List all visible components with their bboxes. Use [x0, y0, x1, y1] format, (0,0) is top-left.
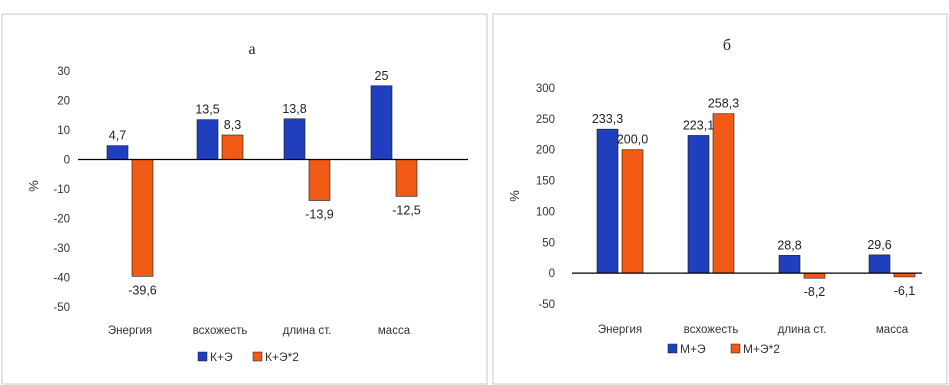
- bar-a-s1-c0: [131, 159, 154, 277]
- y-tick-label-a: -30: [53, 243, 70, 255]
- data-label-a-s1-c3: -12,5: [392, 203, 421, 217]
- legend-swatch-a-1: [252, 351, 263, 362]
- y-tick-label-b: 100: [536, 206, 555, 218]
- y-tick-label-b: 200: [536, 145, 555, 157]
- data-label-a-s1-c0: -39,6: [128, 283, 157, 297]
- chart-area-a: [1, 13, 488, 385]
- category-label-a: Энергия: [108, 325, 152, 337]
- y-tick-label-a: -40: [53, 273, 70, 285]
- category-label-a: масса: [378, 325, 411, 337]
- category-label-b: масса: [876, 324, 909, 336]
- y-tick-label-b: -50: [538, 299, 555, 311]
- data-label-a-s1-c1: 8,3: [224, 118, 241, 132]
- bar-a-s1-c2: [308, 159, 331, 201]
- data-label-a-s1-c2: -13,9: [305, 208, 334, 222]
- y-tick-label-b: 250: [536, 114, 555, 126]
- y-tick-label-a: 10: [57, 125, 70, 137]
- legend-label-b-0: М+Э: [680, 342, 706, 356]
- bar-b-s0-c2: [778, 255, 801, 274]
- chart-panel-b: б % 300 250 200 150 100 50 0 -50 233,3 223,1 28,8…: [492, 13, 948, 385]
- bar-b-s0-c1: [687, 135, 710, 274]
- category-label-a: всхожесть: [193, 325, 248, 337]
- legend-swatch-a-0: [197, 351, 208, 362]
- y-tick-label-b: 50: [542, 237, 555, 249]
- data-label-b-s0-c1: 223,1: [683, 118, 714, 132]
- y-tick-label-a: -50: [53, 302, 70, 314]
- bar-b-s1-c2: [803, 272, 826, 279]
- y-tick-label-a: 0: [64, 155, 70, 167]
- legend-label-b-1: М+Э*2: [743, 342, 780, 356]
- chart-title-a: а: [248, 41, 255, 58]
- data-label-b-s0-c2: 28,8: [777, 238, 801, 252]
- data-label-a-s0-c2: 13,8: [282, 102, 306, 116]
- category-label-b: Энергия: [598, 324, 642, 336]
- bar-a-s0-c3: [370, 85, 393, 160]
- y-tick-label-a: 30: [57, 66, 70, 78]
- bar-b-s0-c3: [868, 254, 891, 274]
- y-tick-label-b: 150: [536, 176, 555, 188]
- data-label-b-s0-c0: 233,3: [592, 112, 623, 126]
- bar-b-s1-c1: [712, 113, 735, 274]
- bar-a-s0-c0: [106, 145, 129, 160]
- legend-swatch-b-0: [667, 343, 678, 354]
- data-label-b-s0-c3: 29,6: [867, 238, 891, 252]
- y-axis-label-a: %: [26, 180, 41, 192]
- bar-a-s1-c1: [221, 134, 244, 160]
- bar-a-s0-c1: [196, 119, 219, 160]
- legend-b: М+Э М+Э*2: [667, 342, 780, 356]
- legend-a: К+Э К+Э*2: [197, 350, 299, 364]
- y-tick-label-b: 0: [549, 268, 555, 280]
- data-label-a-s0-c0: 4,7: [109, 129, 126, 143]
- legend-label-a-0: К+Э: [210, 350, 233, 364]
- y-tick-label-a: 20: [57, 96, 70, 108]
- bar-a-s1-c3: [395, 159, 418, 197]
- bar-b-s0-c0: [596, 128, 619, 274]
- data-label-b-s1-c0: 200,0: [617, 133, 648, 147]
- data-label-b-s1-c2: -8,2: [804, 285, 826, 299]
- chart-title-b: б: [723, 37, 731, 54]
- category-label-b: всхожесть: [684, 324, 739, 336]
- bar-a-s0-c2: [283, 118, 306, 160]
- y-tick-label-a: -20: [53, 214, 70, 226]
- category-label-a: длина ст.: [283, 325, 332, 337]
- data-label-a-s0-c3: 25: [375, 69, 389, 83]
- category-label-b: длина ст.: [778, 324, 827, 336]
- chart-panel-a: а % 30 20 10 0 -10 -20 -30 -40 -50 4,7 13,5 13,8 25…: [1, 13, 488, 385]
- y-axis-label-b: %: [507, 190, 522, 202]
- bar-b-s1-c0: [621, 149, 644, 274]
- legend-label-a-1: К+Э*2: [265, 350, 299, 364]
- y-tick-label-b: 300: [536, 83, 555, 95]
- data-label-b-s1-c1: 258,3: [708, 97, 739, 111]
- y-tick-label-a: -10: [53, 184, 70, 196]
- data-label-b-s1-c3: -6,1: [894, 284, 916, 298]
- data-label-a-s0-c1: 13,5: [195, 103, 219, 117]
- legend-swatch-b-1: [730, 343, 741, 354]
